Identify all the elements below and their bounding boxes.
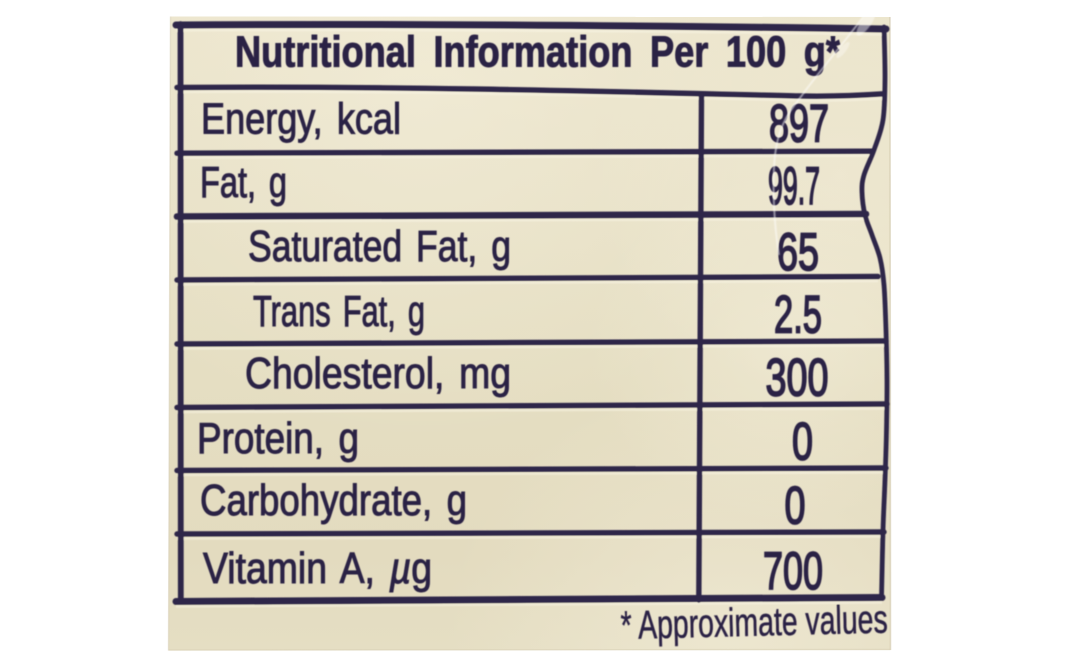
svg-text:Trans Fat, g: Trans Fat, g bbox=[253, 288, 425, 336]
svg-text:Protein, g: Protein, g bbox=[197, 415, 359, 463]
svg-text:* Approximate values: * Approximate values bbox=[620, 597, 888, 648]
svg-text:0: 0 bbox=[792, 413, 813, 472]
svg-text:Carbohydrate, g: Carbohydrate, g bbox=[200, 477, 467, 525]
svg-text:2.5: 2.5 bbox=[774, 286, 822, 345]
svg-text:300: 300 bbox=[766, 349, 829, 408]
svg-text:897: 897 bbox=[769, 95, 829, 154]
svg-text:0: 0 bbox=[785, 477, 806, 536]
svg-text:Energy, kcal: Energy, kcal bbox=[201, 96, 401, 144]
svg-text:700: 700 bbox=[763, 542, 823, 601]
svg-text:Cholesterol, mg: Cholesterol, mg bbox=[245, 350, 511, 398]
svg-text:99.7: 99.7 bbox=[768, 157, 820, 216]
svg-text:65: 65 bbox=[777, 223, 819, 282]
svg-text:Nutritional Information Per 10: Nutritional Information Per 100 g* bbox=[235, 29, 840, 77]
svg-text:Vitamin A, µg: Vitamin A, µg bbox=[203, 545, 432, 593]
svg-text:Fat, g: Fat, g bbox=[200, 159, 287, 207]
svg-text:Saturated Fat, g: Saturated Fat, g bbox=[248, 223, 511, 271]
